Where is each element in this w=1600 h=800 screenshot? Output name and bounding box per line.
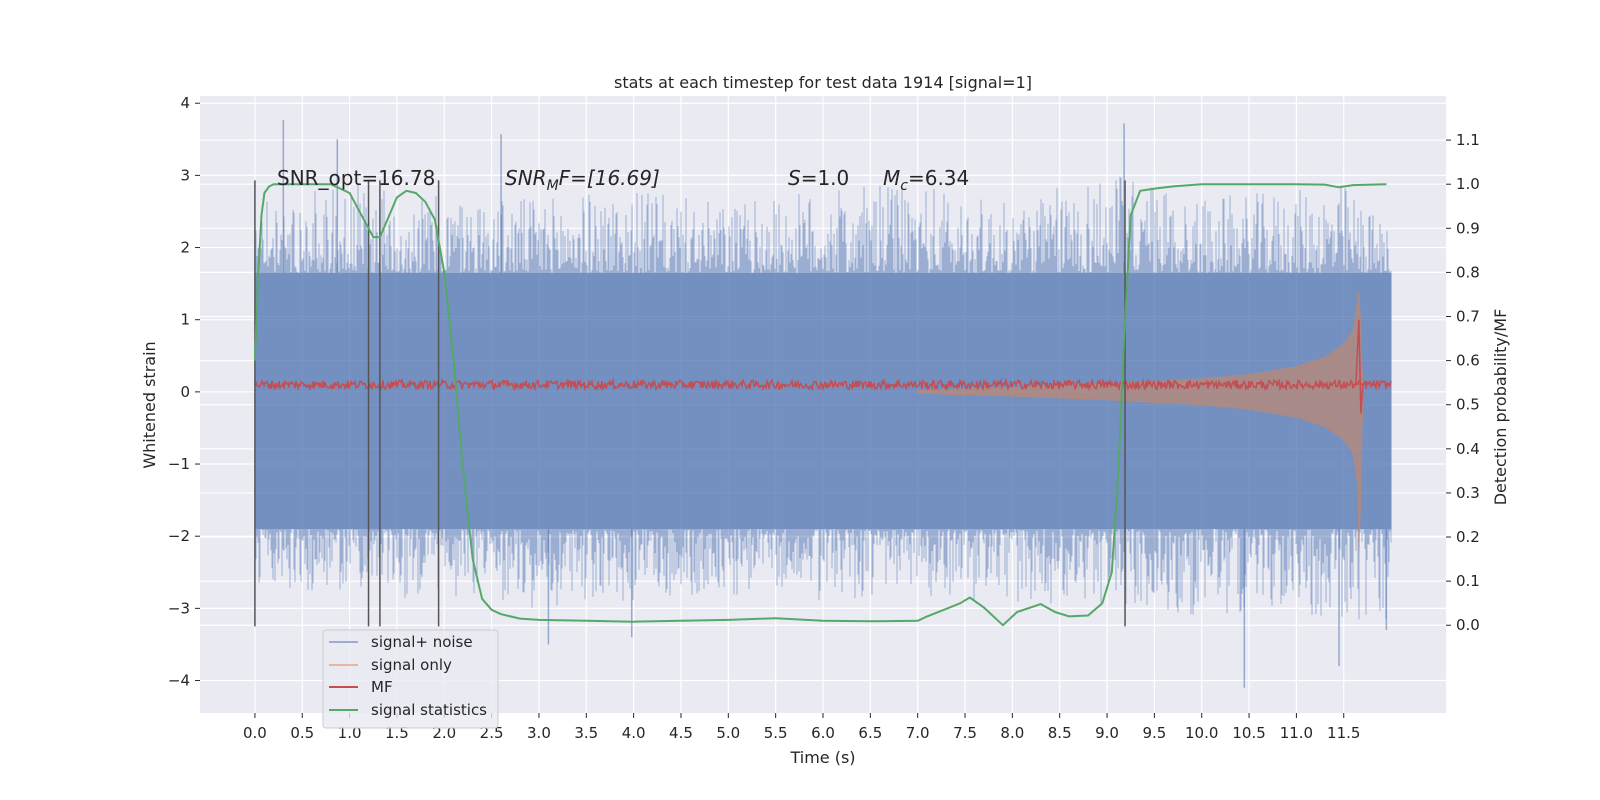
y-right-tick-label: 1.0	[1456, 175, 1480, 193]
y-left-tick-label: −1	[168, 455, 190, 473]
x-tick-label: 8.5	[1048, 724, 1072, 742]
y-left-tick-label: 2	[180, 239, 190, 257]
y-left-tick-label: 4	[180, 94, 190, 112]
annotations: SNR_opt=16.78 SNRMF=[16.69] S=1.0 Mc=6.3…	[277, 166, 969, 194]
mf-trace	[254, 377, 1392, 392]
series-mf	[254, 319, 1392, 414]
y-left-tick-label: 3	[180, 166, 190, 184]
x-tick-label: 6.0	[811, 724, 835, 742]
annotation-snr-mf-sub: M	[547, 178, 559, 194]
y-right-axis-ticks: 0.0 0.1 0.2 0.3 0.4 0.5 0.6 0.7 0.8 0.9 1.0 1.1	[1446, 131, 1480, 634]
x-tick-label: 3.0	[527, 724, 551, 742]
x-tick-label: 7.5	[953, 724, 977, 742]
x-tick-label: 3.5	[574, 724, 598, 742]
x-tick-label: 4.5	[669, 724, 693, 742]
y-right-tick-label: 0.0	[1456, 616, 1480, 634]
x-tick-label: 0.5	[290, 724, 314, 742]
annotation-snr-mf-rest-f: F=[16.69]	[559, 166, 660, 190]
annotation-snr-mf-base: SNR	[505, 166, 547, 190]
legend-label-signal-noise: signal+ noise	[371, 633, 473, 651]
x-tick-label: 11.5	[1327, 724, 1360, 742]
annotation-snr-opt: SNR_opt=16.78	[277, 166, 435, 190]
y-right-tick-label: 0.9	[1456, 219, 1480, 237]
x-tick-label: 11.0	[1280, 724, 1313, 742]
y-right-tick-label: 0.4	[1456, 440, 1480, 458]
annotation-s-value: =1.0	[801, 166, 850, 190]
signal-statistics-line	[253, 183, 1387, 627]
x-tick-label: 8.0	[1000, 724, 1024, 742]
annotation-mc-symbol: M	[883, 166, 900, 190]
x-tick-label: 6.5	[858, 724, 882, 742]
x-tick-label: 5.5	[764, 724, 788, 742]
y-right-tick-label: 0.2	[1456, 528, 1480, 546]
legend: signal+ noise signal only MF signal stat…	[322, 629, 499, 729]
y-right-tick-label: 0.5	[1456, 396, 1480, 414]
annotation-s: S=1.0	[788, 166, 849, 190]
legend-label-signal-statistics: signal statistics	[371, 701, 487, 719]
y-left-axis-ticks: −4 −3 −2 −1 0 1 2 3 4	[168, 94, 200, 690]
vertical-markers	[254, 180, 1126, 627]
legend-label-mf: MF	[371, 678, 393, 696]
x-axis-label: Time (s)	[789, 748, 855, 767]
y-left-tick-label: 0	[180, 383, 190, 401]
y-right-tick-label: 0.1	[1456, 572, 1480, 590]
x-tick-label: 9.0	[1095, 724, 1119, 742]
x-tick-label: 4.0	[622, 724, 646, 742]
y-right-tick-label: 0.3	[1456, 484, 1480, 502]
y-left-tick-label: −4	[168, 672, 190, 690]
x-tick-label: 5.0	[716, 724, 740, 742]
x-tick-label: 0.0	[243, 724, 267, 742]
x-tick-label: 9.5	[1142, 724, 1166, 742]
x-tick-label: 10.5	[1232, 724, 1265, 742]
annotation-mc-value: =6.34	[908, 166, 969, 190]
y-left-axis-label: Whitened strain	[140, 341, 159, 468]
y-right-tick-label: 0.6	[1456, 352, 1480, 370]
y-right-tick-label: 1.1	[1456, 131, 1480, 149]
y-left-tick-label: −2	[168, 527, 190, 545]
annotation-mc-sub: c	[900, 178, 908, 194]
mf-spike	[1355, 319, 1364, 414]
annotation-mc: Mc=6.34	[883, 166, 969, 194]
y-left-tick-label: −3	[168, 599, 190, 617]
legend-label-signal-only: signal only	[371, 656, 452, 674]
y-right-tick-label: 0.7	[1456, 308, 1480, 326]
chart-title: stats at each timestep for test data 191…	[614, 73, 1032, 92]
y-right-axis-label: Detection probability/MF	[1491, 309, 1510, 506]
y-left-tick-label: 1	[180, 311, 190, 329]
x-tick-label: 10.0	[1185, 724, 1218, 742]
y-right-tick-label: 0.8	[1456, 263, 1480, 281]
x-tick-label: 7.0	[906, 724, 930, 742]
series-signal-statistics	[253, 183, 1387, 627]
annotation-snr-mf: SNRMF=[16.69]	[505, 166, 660, 194]
annotation-s-symbol: S	[788, 166, 801, 190]
legend-box	[322, 629, 499, 729]
